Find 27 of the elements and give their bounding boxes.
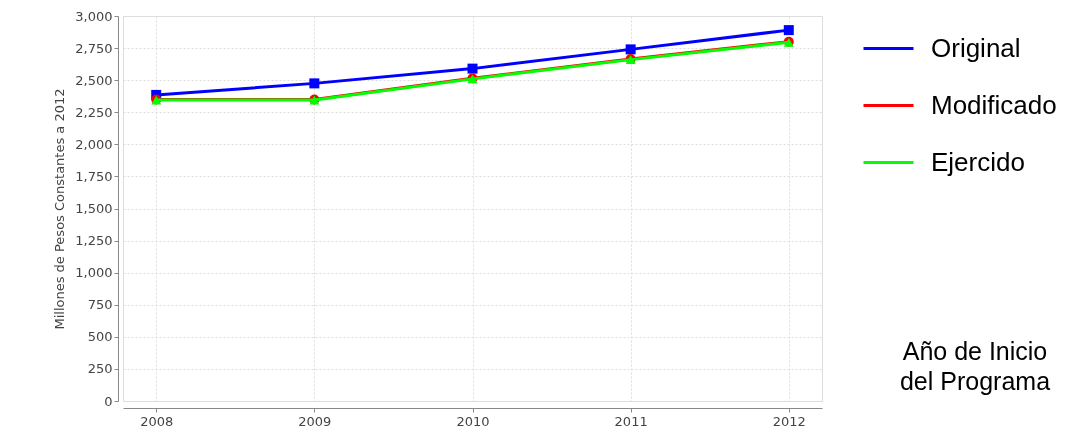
x-tick-label: 2012 bbox=[772, 413, 806, 429]
y-tick-label: 1,000 bbox=[75, 265, 113, 281]
legend-label: Original bbox=[931, 32, 1021, 63]
y-tick-label: 0 bbox=[104, 393, 113, 409]
y-tick-label: 250 bbox=[87, 361, 113, 377]
x-tick-label: 2011 bbox=[614, 413, 648, 429]
point bbox=[467, 63, 478, 74]
point bbox=[625, 44, 636, 55]
y-tick-label: 1,250 bbox=[75, 233, 113, 249]
y-tick-label: 2,000 bbox=[75, 136, 113, 152]
y-tick-label: 1,750 bbox=[75, 168, 113, 184]
y-tick-label: 3,000 bbox=[75, 8, 113, 24]
y-tick-label: 750 bbox=[87, 297, 113, 313]
y-tick-label: 500 bbox=[87, 329, 113, 345]
point bbox=[783, 25, 794, 36]
text: Año de Inicio del Programa bbox=[899, 337, 1051, 395]
x-tick-label: 2009 bbox=[298, 413, 332, 429]
point bbox=[309, 78, 320, 89]
legend-label: Ejercido bbox=[931, 146, 1025, 177]
legend-label: Modificado bbox=[931, 89, 1057, 120]
y-tick-label: 1,500 bbox=[75, 201, 113, 216]
x-tick-label: 2008 bbox=[140, 413, 174, 429]
x-tick-label: 2010 bbox=[456, 413, 490, 429]
y-tick-label: 2,250 bbox=[75, 104, 113, 120]
y-axis-title: Millones de Pesos Constantes a 2012 bbox=[52, 88, 68, 330]
y-tick-label: 2,500 bbox=[75, 72, 113, 88]
y-tick-label: 2,750 bbox=[75, 40, 113, 56]
